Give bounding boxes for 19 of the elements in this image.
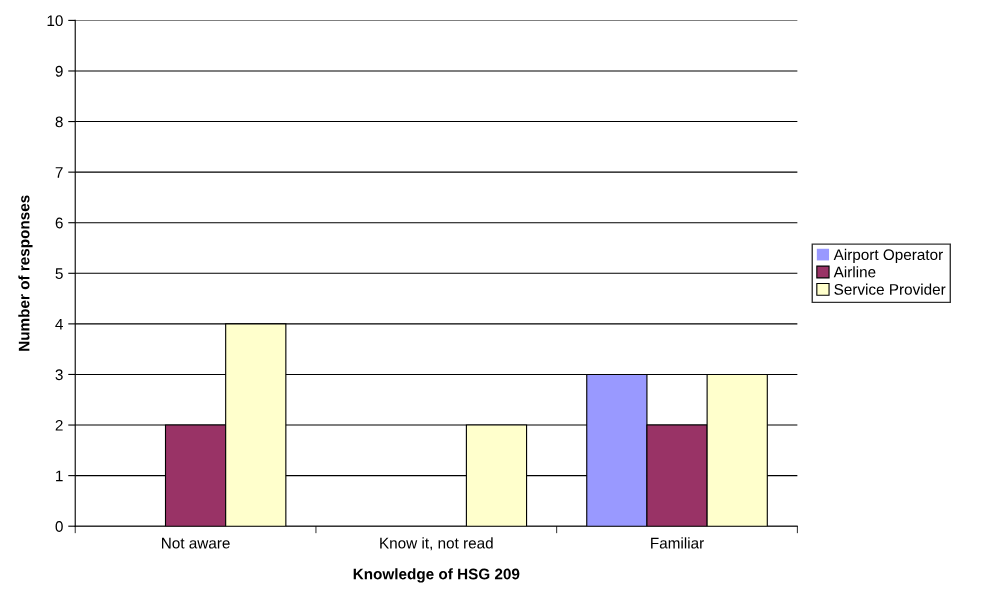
y-axis-title: Number of responses <box>18 195 33 351</box>
x-tick-label: Not aware <box>162 537 230 549</box>
y-tick-label: 5 <box>55 268 63 279</box>
y-tick-label: 6 <box>55 217 63 229</box>
y-tick-label: 0 <box>55 521 63 532</box>
y-tick-label: 1 <box>56 470 63 482</box>
y-tick-label: 3 <box>55 369 63 381</box>
x-tick-label: Know it, not read <box>380 537 493 551</box>
legend-label: Airline <box>833 266 876 278</box>
y-tick-label: 8 <box>55 116 63 128</box>
y-tick-label: 9 <box>55 65 63 77</box>
y-tick-label: 10 <box>47 15 63 27</box>
legend-label: Airport Operator <box>833 248 943 264</box>
legend-label: Service Provider <box>834 283 946 295</box>
x-tick-label: Familiar <box>651 537 704 549</box>
x-axis-title: Knowledge of HSG 209 <box>353 568 520 583</box>
y-tick-label: 4 <box>55 318 63 330</box>
y-tick-label: 7 <box>55 167 63 178</box>
y-tick-label: 2 <box>55 419 63 431</box>
